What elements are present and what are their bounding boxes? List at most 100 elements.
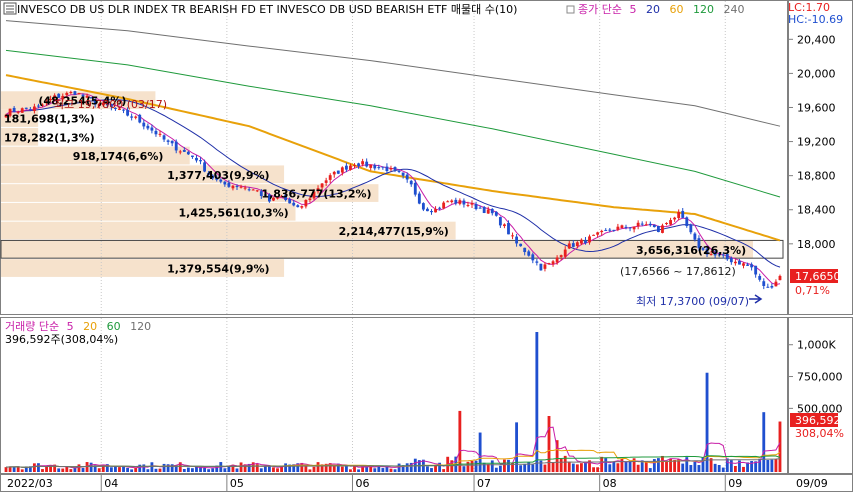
candle-body [470, 203, 474, 205]
volume-bar [211, 468, 215, 472]
volume-bar [146, 469, 150, 472]
profile-bar [1, 127, 39, 146]
profile-label: 1,836,777(13,2%) [261, 188, 371, 201]
candle-body [8, 108, 12, 116]
volume-bar [4, 467, 8, 472]
x-tick-label: 07 [477, 477, 491, 490]
candle-body [69, 91, 73, 93]
candle-body [742, 263, 745, 266]
candle-body [507, 222, 510, 235]
candle-body [288, 199, 292, 204]
volume-bar [778, 421, 782, 472]
candle-body [174, 141, 178, 151]
candle-body [122, 109, 125, 111]
candle-body [746, 264, 749, 266]
volume-bar [490, 460, 494, 472]
candle-body [717, 254, 721, 256]
candle-body [588, 236, 591, 243]
volume-bar [681, 463, 685, 472]
candle-body [466, 204, 470, 206]
volume-bar [53, 464, 57, 472]
candle-body [37, 105, 40, 107]
candle-body [272, 197, 275, 201]
candle-body [239, 186, 243, 188]
candle-body [762, 281, 766, 286]
volume-bar [227, 465, 231, 472]
candle-body [280, 196, 283, 198]
current-change: 0,71% [795, 284, 830, 297]
volume-bar [85, 462, 89, 472]
volume-bar [316, 462, 320, 472]
candle-body [385, 166, 389, 171]
candle-body [628, 227, 632, 229]
candle-body [766, 286, 770, 288]
volume-bar [162, 463, 166, 472]
volume-bar [12, 467, 16, 472]
volume-bar [555, 440, 559, 472]
volume-bar [754, 461, 758, 472]
price-tick-label: 20,400 [797, 33, 836, 46]
candle-body [519, 243, 523, 247]
candle-body [389, 168, 393, 170]
volume-bar [608, 464, 612, 472]
candle-body [616, 226, 620, 230]
ma-legend-120: 120 [693, 3, 714, 16]
candle-body [73, 91, 77, 95]
volume-bar [661, 455, 664, 472]
volume-bar [397, 463, 401, 472]
candle-body [263, 194, 267, 196]
candle-body [409, 180, 413, 185]
volume-bar [600, 456, 604, 472]
volume-bar [174, 465, 178, 472]
candle-body [150, 127, 154, 131]
volume-bar [434, 464, 437, 472]
volume-bar [385, 465, 389, 472]
candle-body [284, 194, 288, 201]
volume-bar [178, 462, 182, 472]
candle-body [729, 258, 733, 263]
candle-body [146, 125, 150, 129]
x-tick-label: 09/09 [796, 477, 828, 490]
volume-bar [114, 466, 117, 472]
volume-bar [138, 464, 142, 472]
volume-bar [539, 460, 543, 472]
volume-bar [73, 467, 77, 472]
lc-label: LC:1.70 [788, 1, 830, 14]
volume-bar [32, 463, 36, 472]
volume-bar [689, 465, 693, 472]
profile-label: 1,377,403(9,9%) [167, 169, 270, 182]
x-tick-label: 05 [230, 477, 244, 490]
volume-bar [328, 463, 332, 472]
ma20-line [5, 99, 781, 268]
candle-body [571, 243, 575, 247]
price-tick-label: 20,000 [797, 67, 836, 80]
volume-bar [721, 467, 725, 472]
volume-bar [766, 459, 770, 472]
chart-menu-icon[interactable] [3, 2, 17, 15]
low-annotation: 최저 17,3700 (09/07) [636, 295, 749, 308]
ma-legend-5: 5 [629, 3, 636, 16]
volume-bar [296, 463, 300, 472]
volume-bar [247, 463, 251, 472]
candles [4, 90, 782, 290]
candle-body [97, 103, 101, 107]
volume-bar [101, 466, 105, 472]
volume-bar [559, 458, 563, 472]
volume-bar [182, 469, 186, 472]
price-tick-label: 19,600 [797, 101, 836, 114]
candle-body [750, 264, 754, 268]
volume-bar [511, 462, 514, 472]
ma-legend-label: 종가 단순 [578, 3, 622, 16]
candle-body [20, 108, 24, 113]
volume-bar [669, 458, 672, 472]
candle-body [93, 99, 97, 105]
volume-bar [442, 469, 446, 472]
candle-body [223, 181, 227, 185]
volume-bar [640, 460, 644, 472]
candle-body [644, 224, 648, 226]
volume-bar [604, 458, 608, 472]
price-axis-panel [788, 0, 853, 315]
candle-body [421, 203, 425, 210]
candle-body [166, 140, 170, 142]
volume-legend: 거래량 단순 5 20 60 120 [5, 320, 151, 333]
